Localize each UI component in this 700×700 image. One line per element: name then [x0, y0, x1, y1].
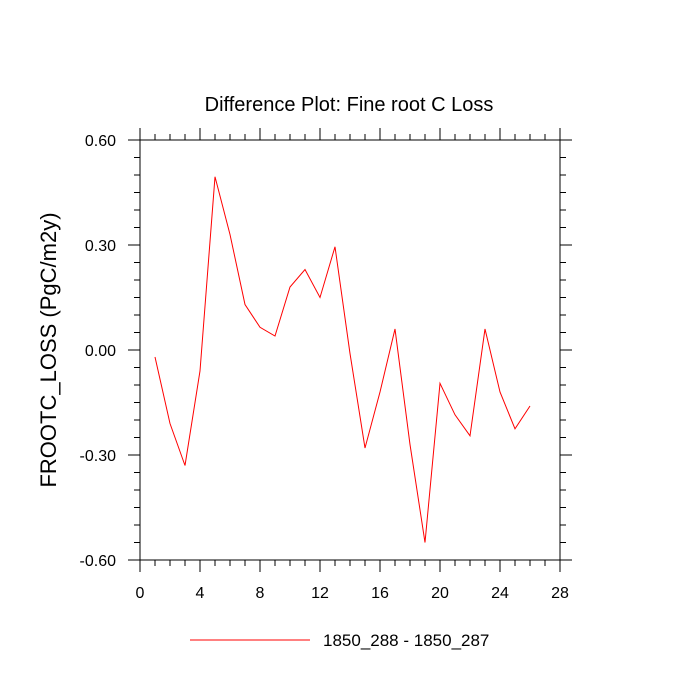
- y-tick-label: -0.30: [80, 448, 117, 465]
- x-tick-label: 0: [136, 585, 145, 602]
- legend: 1850_288 - 1850_287: [190, 631, 489, 650]
- chart-title: Difference Plot: Fine root C Loss: [205, 94, 494, 116]
- y-tick-label: 0.60: [85, 133, 116, 150]
- x-tick-label: 4: [196, 585, 205, 602]
- x-tick-label: 20: [431, 585, 449, 602]
- plot-frame: [139, 139, 561, 561]
- y-tick-label: -0.60: [80, 553, 117, 570]
- x-tick-label: 28: [551, 585, 569, 602]
- axis-tick-labels: 0 4 8 12 16 20 24 28 -0.60 -0.30 0.00 0.30 0.60: [80, 133, 569, 602]
- axis-ticks: [128, 128, 572, 572]
- x-tick-label: 16: [371, 585, 389, 602]
- y-axis-label: FROOTC_LOSS (PgC/m2y): [36, 212, 61, 487]
- x-tick-label: 12: [311, 585, 329, 602]
- y-tick-label: 0.00: [85, 343, 116, 360]
- x-tick-label: 8: [256, 585, 265, 602]
- series-lines: [154, 176, 531, 543]
- x-tick-label: 24: [491, 585, 509, 602]
- y-tick-label: 0.30: [85, 238, 116, 255]
- series-line: [154, 176, 531, 543]
- legend-label: 1850_288 - 1850_287: [323, 631, 489, 650]
